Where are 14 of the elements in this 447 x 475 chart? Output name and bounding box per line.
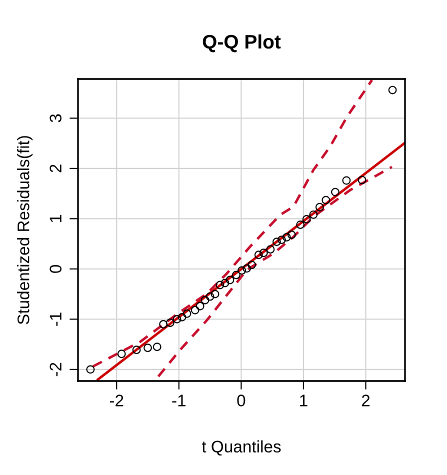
x-axis-title: t Quantiles [202,440,281,456]
x-tick-label: -2 [110,394,124,406]
y-tick-label: 3 [50,114,62,122]
y-tick-label: 1 [50,214,62,222]
chart-title: Q-Q Plot [202,34,281,52]
y-tick-label: -1 [50,312,62,326]
y-tick-label: -2 [50,362,62,376]
y-tick-label: 2 [50,164,62,172]
x-tick-label: -1 [172,394,186,406]
y-axis-title: Studentized Residuals(fit) [17,136,33,324]
x-tick-label: 1 [300,394,308,406]
x-tick-label: 0 [237,394,246,406]
y-tick-label: 0 [50,264,62,273]
x-tick-label: 2 [362,394,370,406]
